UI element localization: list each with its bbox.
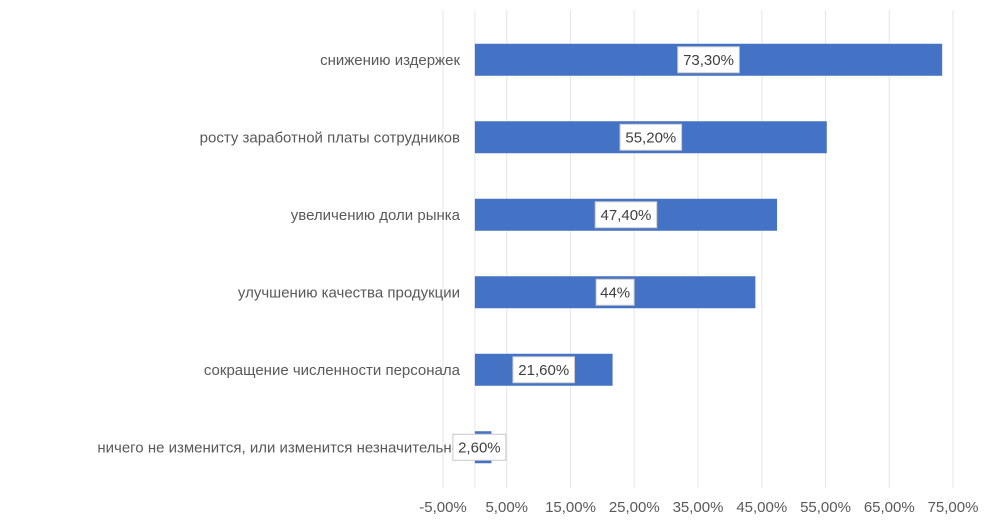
x-tick-label: 5,00% [485,499,528,516]
data-label: 47,40% [601,207,652,224]
data-labels: 73,30% 55,20% 47,40% 44% 21,60% 2,60% [452,46,740,461]
x-tick-label: 45,00% [736,499,787,516]
x-tick-label: 55,00% [800,499,851,516]
gridlines [442,10,954,488]
data-label: 44% [600,284,630,301]
data-label-box [619,123,683,151]
category-label: сокращение численности персонала [204,362,461,379]
x-tick-label: 35,00% [673,499,724,516]
category-label: ничего не изменится, или изменится незна… [97,439,460,456]
x-tick-label: 75,00% [928,499,979,516]
data-label: 21,60% [518,362,569,379]
x-axis-tick-labels: -5,00% 5,00% 15,00% 25,00% 35,00% 45,00% 55,00… [419,499,978,516]
category-label: снижению издержек [320,52,460,69]
x-tick-label: 15,00% [545,499,596,516]
category-label: улучшению качества продукции [238,284,460,301]
data-label: 2,60% [458,439,501,456]
category-labels: снижению издержек росту заработной платы … [97,52,460,457]
x-tick-label: 65,00% [864,499,915,516]
data-label-box [677,46,740,74]
data-label-box [452,433,507,461]
category-label: увеличению доли рынка [291,207,461,224]
x-tick-label: -5,00% [419,499,467,516]
data-label-box [512,356,576,384]
data-label-box [595,278,635,306]
data-label: 73,30% [683,52,734,69]
category-label: росту заработной платы сотрудников [200,129,460,146]
data-label-box [594,201,658,229]
bars [474,43,943,464]
data-label: 55,20% [625,129,676,146]
x-tick-label: 25,00% [609,499,660,516]
